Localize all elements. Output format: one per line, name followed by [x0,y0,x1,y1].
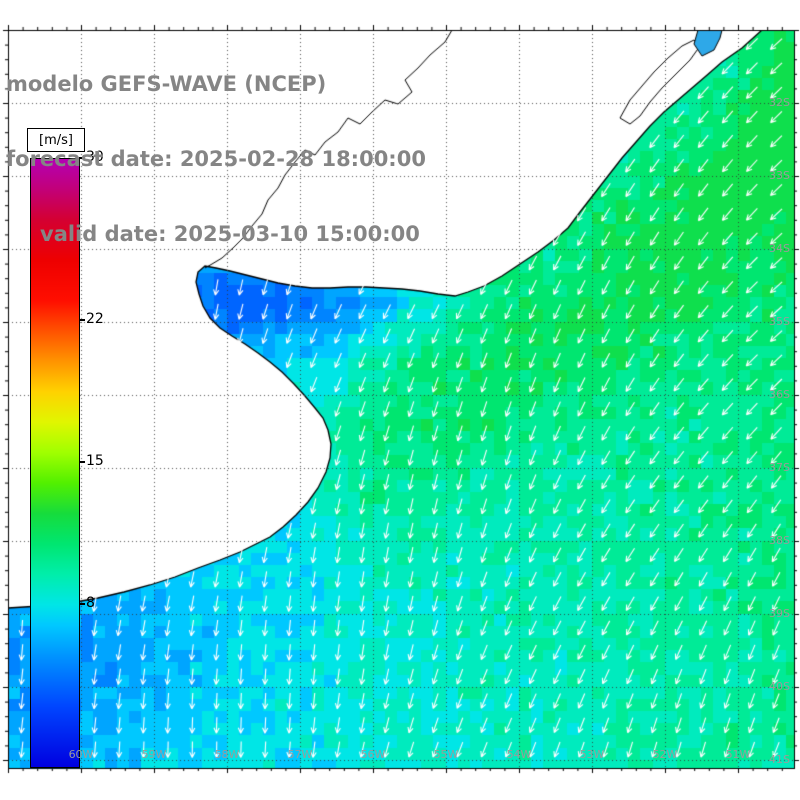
plot-header: modelo GEFS-WAVE (NCEP) forecast date: 2… [6,22,426,272]
colorbar [30,158,80,768]
colorbar-unit-label: [m/s] [27,128,85,152]
colorbar-gradient [31,159,79,767]
model-title: modelo GEFS-WAVE (NCEP) [6,72,327,96]
valid-date: valid date: 2025-03-10 15:00:00 [40,222,420,246]
forecast-date: forecast date: 2025-02-28 18:00:00 [6,147,426,171]
